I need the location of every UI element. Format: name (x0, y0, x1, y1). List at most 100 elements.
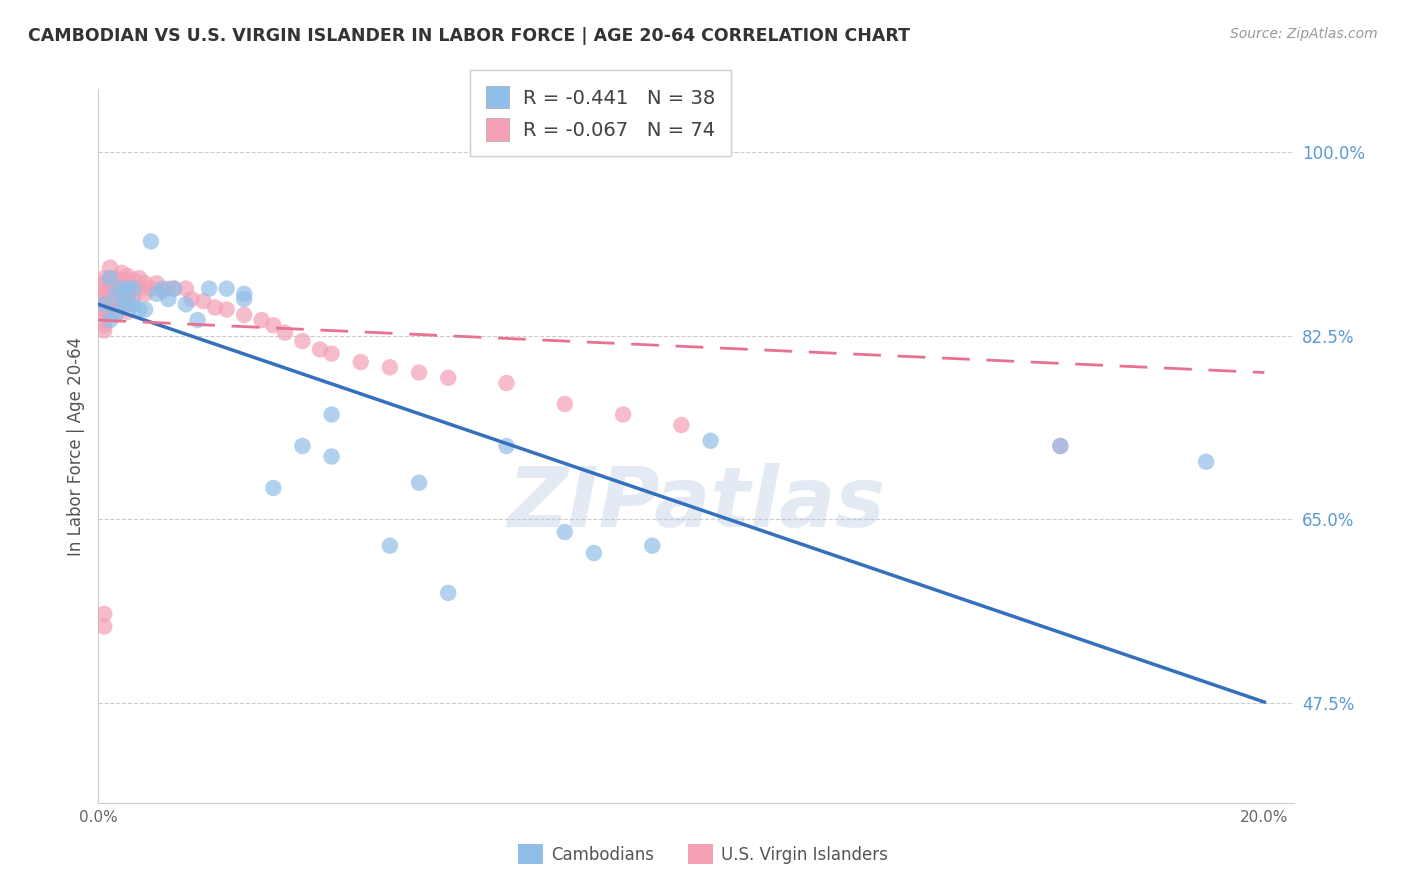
Point (152, 282, 174, 296)
Point (378, 360, 401, 375)
Point (93, 619, 115, 633)
Text: Source: ZipAtlas.com: Source: ZipAtlas.com (1230, 27, 1378, 41)
Point (215, 282, 238, 296)
Point (104, 308, 127, 322)
Point (93, 607, 115, 621)
Point (699, 434, 721, 448)
Point (117, 297, 139, 311)
Point (104, 286, 127, 301)
Point (128, 302, 150, 317)
Point (134, 302, 156, 317)
Point (215, 302, 238, 317)
Point (93, 302, 115, 317)
Point (122, 282, 145, 296)
Legend: R = -0.441   N = 38, R = -0.067   N = 74: R = -0.441 N = 38, R = -0.067 N = 74 (470, 70, 731, 156)
Point (98, 286, 121, 301)
Point (128, 271, 150, 285)
Point (437, 371, 460, 385)
Point (117, 304, 139, 318)
Point (93, 308, 115, 322)
Point (554, 397, 576, 411)
Point (98, 277, 121, 291)
Point (104, 308, 127, 322)
Point (104, 282, 127, 296)
Point (104, 286, 127, 301)
Point (98, 260, 121, 275)
Point (1049, 439, 1071, 453)
Point (309, 343, 332, 357)
Point (117, 275, 139, 289)
Point (174, 297, 197, 311)
Point (641, 539, 664, 553)
Point (111, 297, 134, 311)
Point (117, 282, 139, 296)
Point (378, 539, 401, 553)
Point (93, 271, 115, 285)
Point (291, 334, 314, 348)
Point (274, 326, 297, 340)
Point (204, 301, 226, 315)
Point (98, 282, 121, 296)
Point (122, 273, 145, 287)
Point (111, 282, 134, 296)
Point (233, 286, 256, 301)
Point (139, 235, 162, 249)
Point (111, 297, 134, 311)
Point (134, 286, 156, 301)
Legend: Cambodians, U.S. Virgin Islanders: Cambodians, U.S. Virgin Islanders (512, 838, 894, 871)
Point (134, 277, 156, 291)
Point (250, 313, 273, 327)
Point (612, 408, 634, 422)
Point (98, 302, 121, 317)
Y-axis label: In Labor Force | Age 20-64: In Labor Force | Age 20-64 (66, 336, 84, 556)
Point (122, 290, 145, 304)
Point (671, 417, 693, 432)
Point (117, 297, 139, 311)
Point (122, 297, 145, 311)
Point (1049, 439, 1071, 453)
Point (198, 282, 221, 296)
Point (98, 308, 121, 322)
Point (93, 297, 115, 311)
Point (157, 292, 180, 306)
Point (163, 282, 186, 296)
Point (233, 308, 256, 322)
Point (93, 318, 115, 333)
Point (233, 292, 256, 306)
Point (582, 546, 605, 560)
Point (98, 271, 121, 285)
Point (111, 273, 134, 287)
Point (93, 277, 115, 291)
Point (157, 282, 180, 296)
Point (104, 302, 127, 317)
Point (408, 366, 430, 380)
Point (93, 313, 115, 327)
Point (152, 284, 174, 298)
Point (1195, 455, 1218, 469)
Point (117, 268, 139, 283)
Point (554, 524, 576, 539)
Point (262, 481, 284, 495)
Point (104, 271, 127, 285)
Point (128, 282, 150, 296)
Point (174, 282, 197, 296)
Point (111, 266, 134, 280)
Point (93, 292, 115, 306)
Point (350, 355, 373, 369)
Point (139, 282, 162, 296)
Point (193, 294, 215, 309)
Point (186, 313, 208, 327)
Point (104, 292, 127, 306)
Point (495, 439, 517, 453)
Point (262, 318, 284, 333)
Point (321, 346, 343, 360)
Point (111, 290, 134, 304)
Point (93, 282, 115, 296)
Point (408, 475, 430, 490)
Point (93, 286, 115, 301)
Point (437, 586, 460, 600)
Point (321, 450, 343, 464)
Point (122, 282, 145, 296)
Point (117, 282, 139, 296)
Point (145, 277, 167, 291)
